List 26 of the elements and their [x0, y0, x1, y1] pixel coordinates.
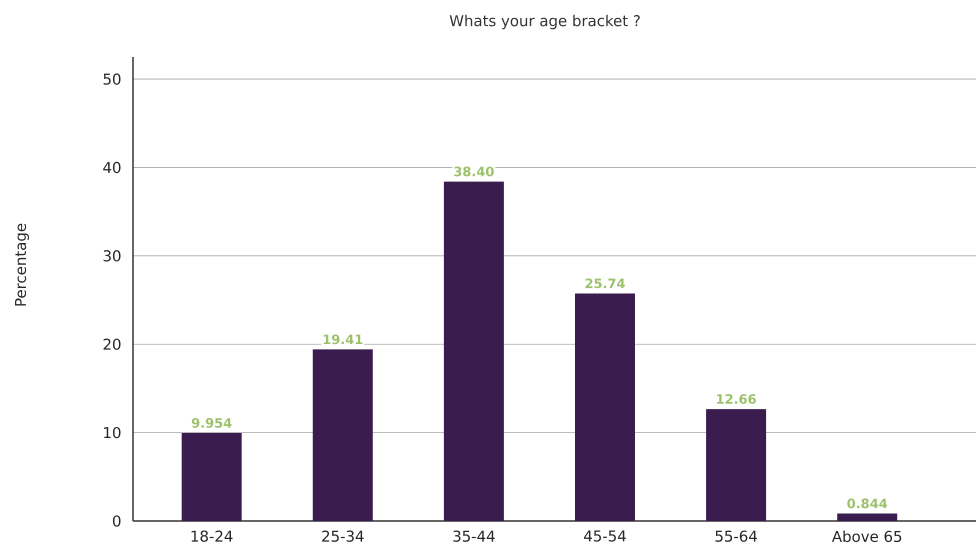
bar — [837, 514, 898, 521]
bar — [444, 182, 504, 521]
data-label: 12.66 — [717, 394, 756, 404]
data-label: 0.844 — [847, 498, 888, 508]
bar — [312, 349, 373, 521]
y-tick-label: 30 — [104, 250, 120, 262]
data-label: 19.41 — [324, 334, 362, 344]
data-label: 9.954 — [192, 418, 232, 428]
y-tick-label: 40 — [103, 162, 120, 174]
bar — [574, 293, 635, 521]
bar — [182, 433, 242, 521]
bar — [706, 409, 766, 521]
y-tick-label: 10 — [104, 426, 120, 438]
chart-title: Whats your age bracket ? — [450, 14, 640, 30]
x-tick-label: 45-54 — [584, 530, 626, 542]
x-tick-label: 18-24 — [192, 530, 233, 542]
data-label: 25.74 — [586, 278, 625, 288]
x-tick-label: 25-34 — [322, 530, 364, 542]
y-tick-label: 0 — [112, 515, 120, 527]
y-axis-title: Percentage — [15, 224, 30, 306]
x-tick-label: Above 65 — [832, 530, 902, 542]
data-label: 38.40 — [454, 166, 494, 176]
y-tick-label: 20 — [104, 338, 120, 350]
x-tick-label: 55-64 — [716, 530, 757, 542]
y-tick-label: 50 — [104, 73, 120, 85]
x-tick-label: 35-44 — [453, 530, 495, 542]
